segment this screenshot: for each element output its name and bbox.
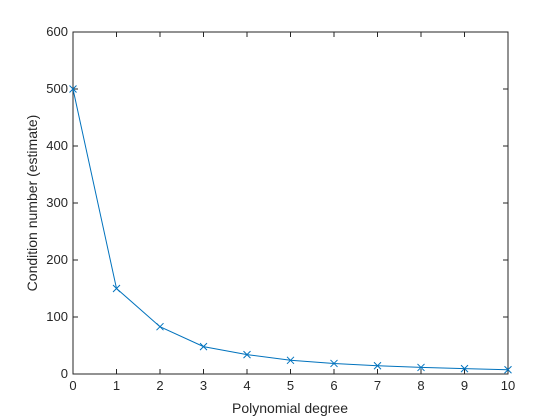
- y-tick-label: 500: [46, 81, 68, 96]
- x-tick-label: 4: [243, 378, 250, 393]
- x-tick-label: 2: [156, 378, 163, 393]
- data-point-marker: [460, 364, 469, 373]
- data-point-marker: [330, 359, 338, 368]
- data-point-marker: [112, 284, 121, 293]
- y-tick-label: 0: [61, 366, 68, 381]
- x-axis: 0 1 2 3 4 5 6 7 8 9 10: [69, 32, 515, 393]
- y-axis: 0 100 200 300 400 500 600: [46, 24, 508, 381]
- data-point-marker: [199, 342, 208, 351]
- plot-area-frame: [72, 31, 509, 375]
- x-tick-label: 1: [113, 378, 120, 393]
- y-tick-label: 400: [46, 138, 68, 153]
- x-tick-label: 10: [501, 378, 515, 393]
- data-point-marker: [286, 356, 295, 365]
- data-point-marker: [243, 350, 251, 359]
- data-point-marker: [156, 322, 164, 331]
- x-tick-label: 7: [374, 378, 381, 393]
- x-tick-label: 8: [417, 378, 424, 393]
- y-tick-label: 600: [46, 24, 68, 39]
- y-tick-label: 100: [46, 309, 68, 324]
- x-tick-label: 3: [200, 378, 207, 393]
- data-point-marker: [417, 363, 425, 372]
- data-point-marker: [373, 361, 382, 370]
- y-axis-label: Condition number (estimate): [24, 115, 40, 292]
- y-tick-label: 200: [46, 252, 68, 267]
- x-axis-label: Polynomial degree: [232, 400, 348, 416]
- y-tick-label: 300: [46, 195, 68, 210]
- data-point-marker: [504, 365, 512, 374]
- x-tick-label: 0: [69, 378, 76, 393]
- data-point-marker: [69, 85, 77, 93]
- x-tick-label: 9: [461, 378, 468, 393]
- x-tick-label: 5: [287, 378, 294, 393]
- x-tick-label: 6: [330, 378, 337, 393]
- series-layer: [69, 85, 512, 374]
